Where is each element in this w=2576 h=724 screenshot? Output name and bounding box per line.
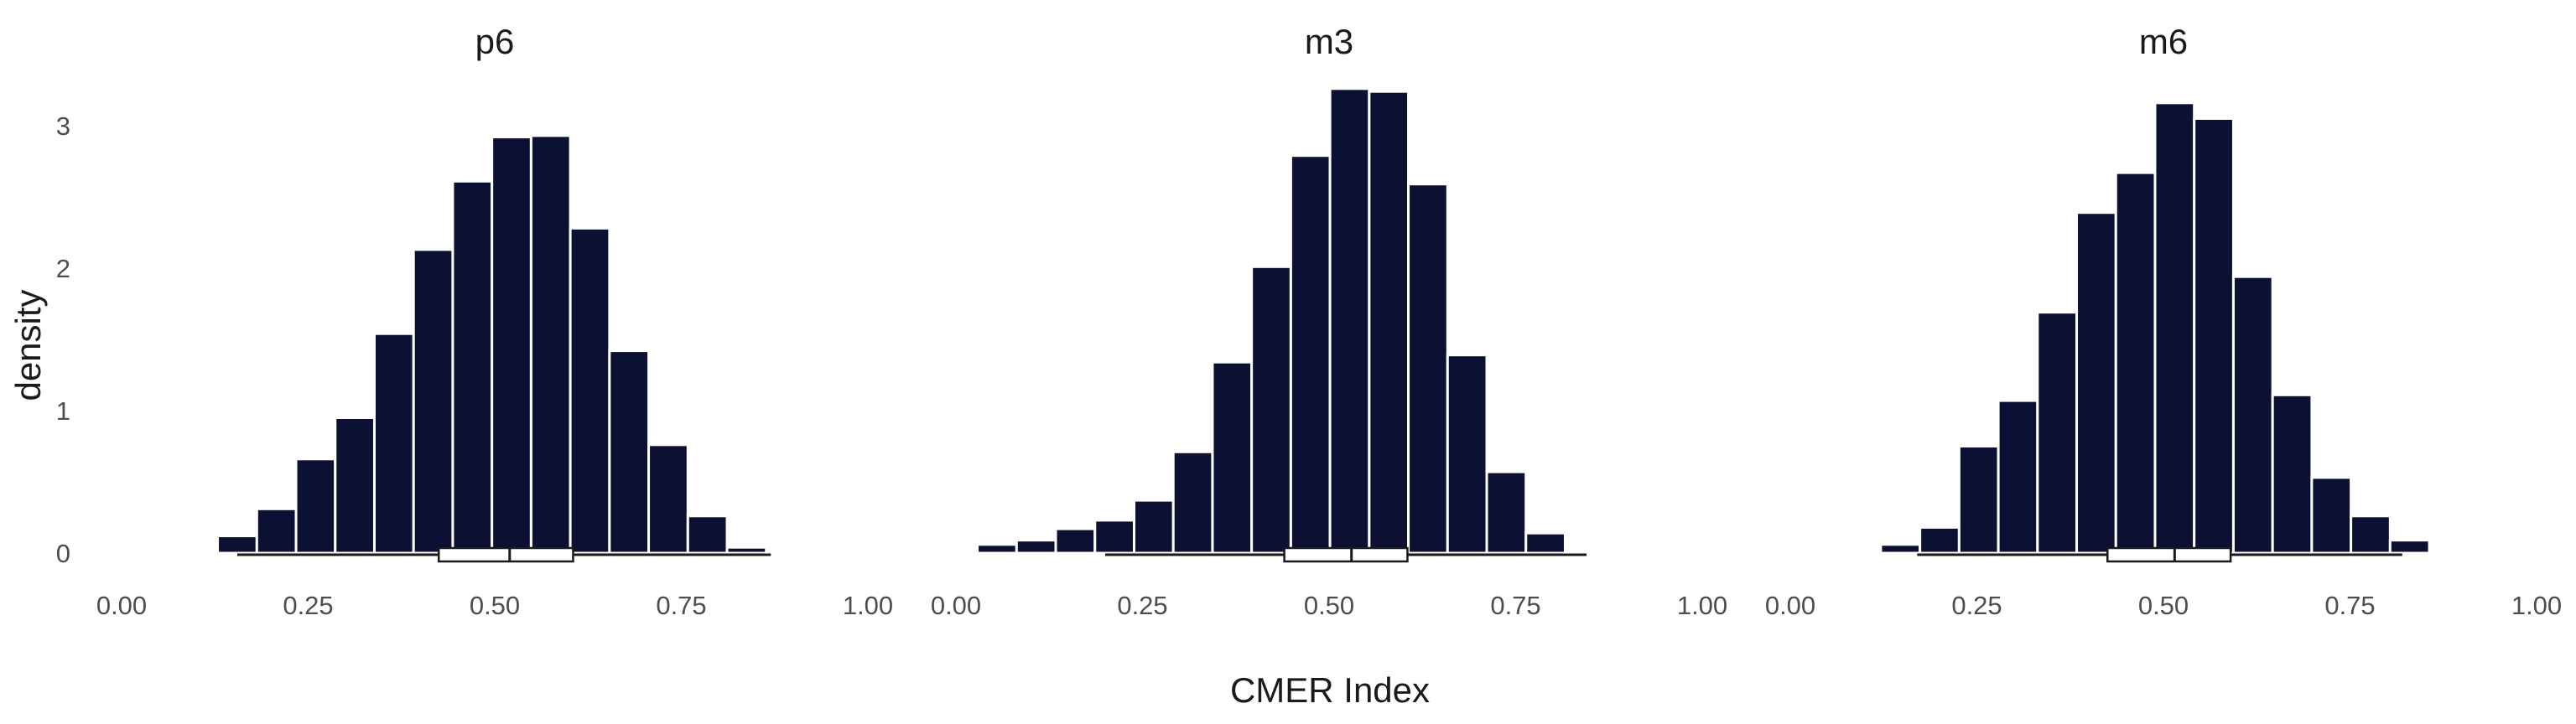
histogram-bar [1289, 154, 1332, 555]
y-axis-label: density [8, 289, 48, 401]
histogram-bar [2075, 211, 2117, 555]
histogram-bar [1879, 543, 1922, 555]
histogram-bar [1054, 527, 1097, 555]
panel-title: m6 [2139, 22, 2188, 61]
panel-title: m3 [1305, 22, 1353, 61]
histogram-bar [608, 349, 651, 555]
x-tick-label: 1.00 [1677, 591, 1727, 620]
y-tick-label: 1 [56, 396, 70, 426]
x-tick-label: 0.25 [1951, 591, 2002, 620]
histogram-bar [647, 443, 689, 555]
panel-title: p6 [475, 22, 515, 61]
histogram-bar [294, 458, 337, 555]
histogram-bar [491, 136, 532, 555]
histogram-bar [2231, 275, 2274, 555]
x-tick-label: 0.25 [283, 591, 333, 620]
histogram-bar [2350, 515, 2392, 555]
histogram-bar [1997, 399, 2039, 555]
panel-p6: p6 0.00 0.25 0.50 0.75 1.00 [96, 22, 893, 620]
histogram-bar [1211, 360, 1254, 555]
x-tick-label: 0.50 [1304, 591, 1354, 620]
x-tick-label: 0.75 [656, 591, 706, 620]
x-tick-label: 0.50 [2138, 591, 2189, 620]
histogram-bar [2114, 171, 2157, 555]
x-tick-label: 0.25 [1117, 591, 1167, 620]
histogram-bar [2036, 311, 2079, 555]
histogram-bar [334, 416, 376, 555]
histogram-bar [1015, 539, 1057, 555]
histogram-bar [372, 332, 415, 555]
x-tick-label: 0.00 [1765, 591, 1815, 620]
histogram-bar [2153, 101, 2196, 555]
histogram-bar [1328, 87, 1371, 555]
y-tick-label: 2 [56, 254, 70, 283]
x-tick-label: 1.00 [843, 591, 893, 620]
x-axis-label: CMER Index [1230, 670, 1430, 710]
histogram-bar [2193, 117, 2235, 555]
histogram-bar [412, 248, 454, 555]
facet-panels: 0 1 2 3 p6 0.00 0.25 0.50 0.75 1.00 m3 0.00 0.25 0.50… [56, 22, 2562, 620]
histogram-bar [1524, 531, 1566, 555]
histogram-bar [686, 515, 729, 555]
histogram-bar [1250, 265, 1292, 555]
y-tick-label: 3 [56, 111, 70, 141]
x-tick-label: 0.75 [1490, 591, 1540, 620]
histogram-bar [1132, 499, 1175, 555]
box-iqr [438, 546, 574, 563]
histogram-bar [1919, 525, 1961, 555]
x-tick-label: 0.00 [96, 591, 147, 620]
panel-m6: m6 0.00 0.25 0.50 0.75 1.00 [1765, 22, 2562, 620]
histogram-bar [2388, 539, 2431, 555]
histogram-bar [1093, 519, 1135, 555]
histogram-bar [255, 507, 298, 555]
x-tick-label: 0.75 [2324, 591, 2375, 620]
histogram-bar [725, 546, 768, 555]
box-iqr [2106, 546, 2232, 563]
histogram-bar [1957, 445, 2000, 555]
box-iqr [1283, 546, 1409, 563]
panel-m3: m3 0.00 0.25 0.50 0.75 1.00 [931, 22, 1727, 620]
histogram-bar [1368, 90, 1410, 555]
histogram-bar [451, 179, 494, 555]
histogram-bar [976, 543, 1018, 555]
histogram-bar [2310, 476, 2353, 555]
histogram-bar [2271, 393, 2314, 555]
histogram-bar [1446, 354, 1488, 555]
x-tick-label: 0.50 [470, 591, 520, 620]
histogram-bar [1485, 470, 1528, 555]
histogram-bar [1407, 183, 1449, 555]
y-tick-label: 0 [56, 539, 70, 568]
histogram-bar [1171, 450, 1214, 555]
histogram-bar [529, 134, 572, 555]
histogram-bar [216, 535, 258, 555]
histogram-bar [569, 226, 611, 555]
x-tick-label: 0.00 [931, 591, 981, 620]
x-tick-label: 1.00 [2511, 591, 2562, 620]
